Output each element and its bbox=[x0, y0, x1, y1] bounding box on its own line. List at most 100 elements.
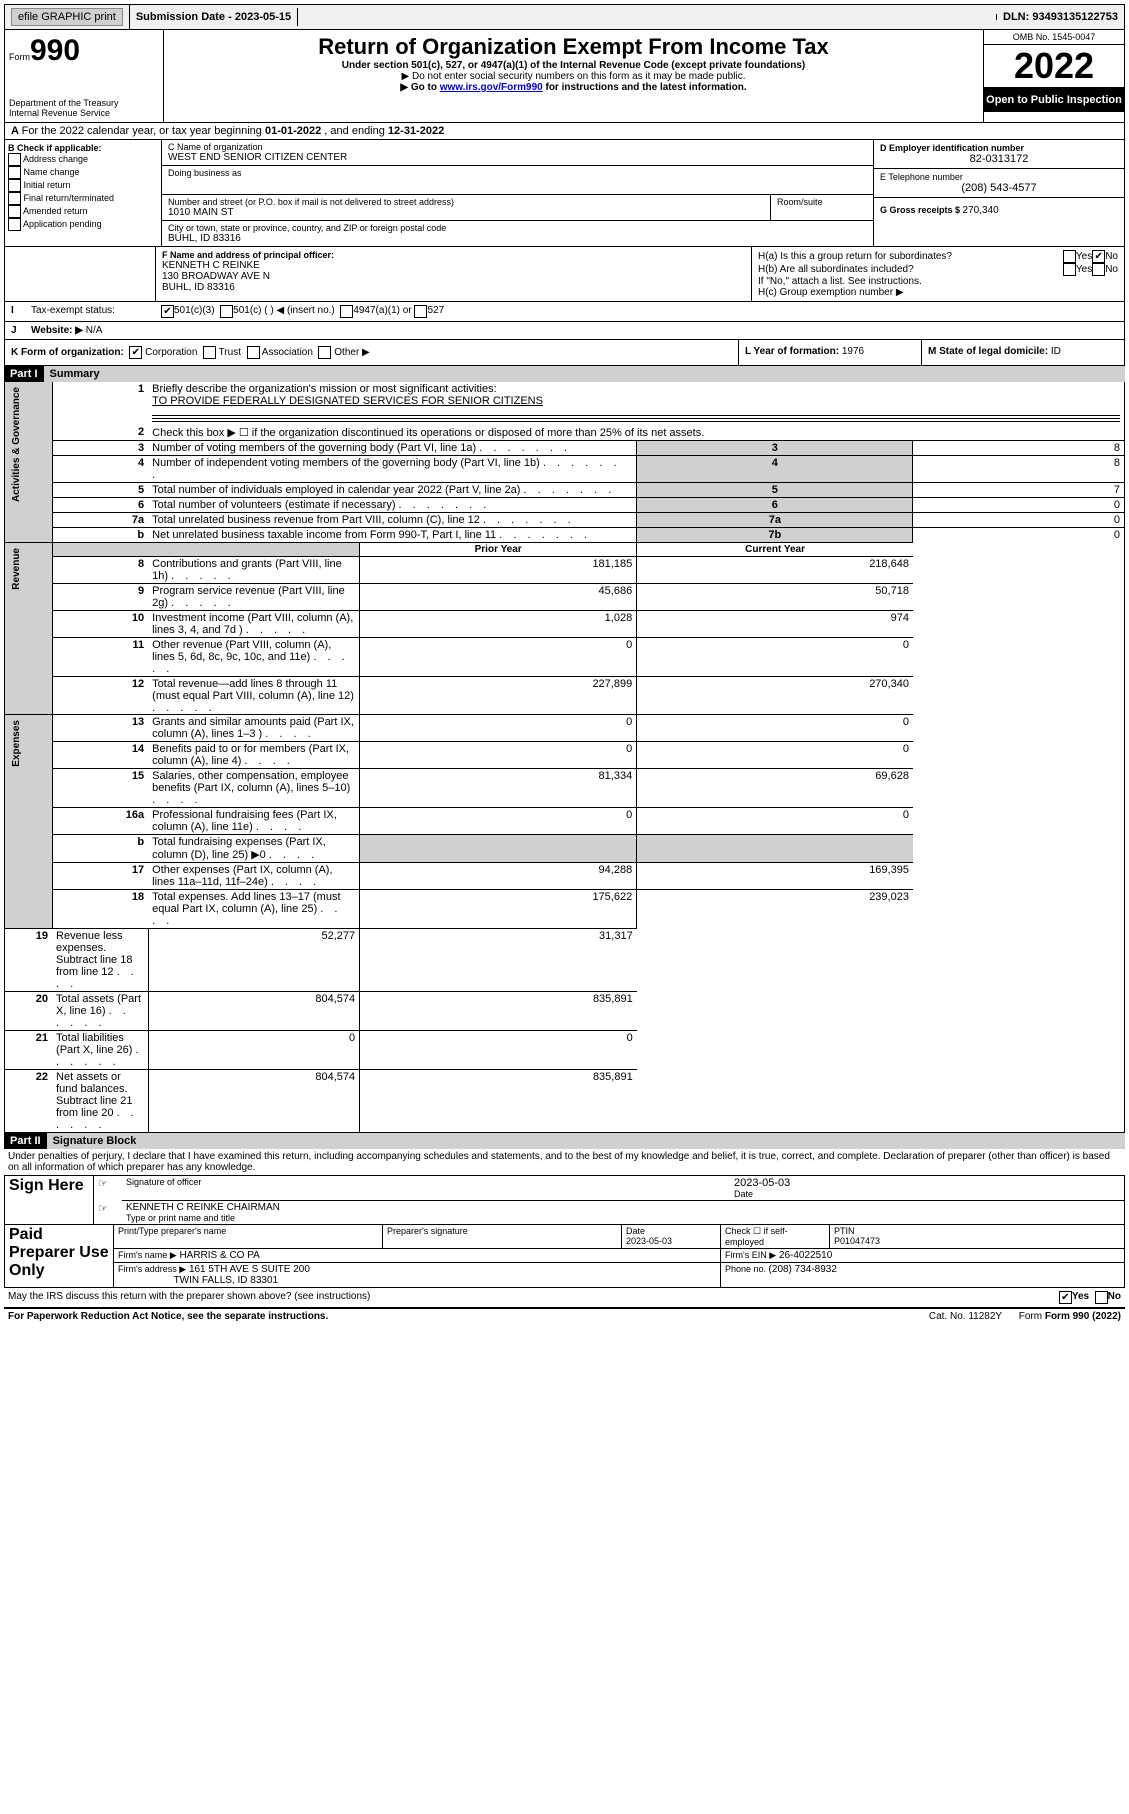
gov-row: 4Number of independent voting members of… bbox=[5, 456, 1125, 483]
ptin-label: PTIN bbox=[834, 1226, 855, 1236]
pending-label: Application pending bbox=[23, 219, 102, 229]
box-f-label: F Name and address of principal officer: bbox=[162, 250, 745, 260]
name-title-label: Type or print name and title bbox=[126, 1213, 1120, 1223]
ha-no-checkbox[interactable]: ✔ bbox=[1092, 250, 1105, 263]
domicile-state: ID bbox=[1051, 346, 1061, 357]
other-checkbox[interactable] bbox=[318, 346, 331, 359]
expense-row: 14Benefits paid to or for members (Part … bbox=[5, 742, 1125, 769]
corp-label: Corporation bbox=[145, 347, 197, 358]
officer-block: F Name and address of principal officer:… bbox=[4, 247, 1125, 302]
expense-row: 16aProfessional fundraising fees (Part I… bbox=[5, 808, 1125, 835]
hc-label: H(c) Group exemption number ▶ bbox=[758, 287, 1118, 298]
part1-header-row: Part I Summary bbox=[4, 366, 1125, 382]
city-state-zip: BUHL, ID 83316 bbox=[168, 233, 867, 244]
revenue-row: 9Program service revenue (Part VIII, lin… bbox=[5, 583, 1125, 610]
firm-addr-label: Firm's address ▶ bbox=[118, 1264, 186, 1274]
box-klm: K Form of organization: ✔ Corporation Tr… bbox=[4, 340, 1125, 366]
prior-year-header: Prior Year bbox=[360, 542, 637, 556]
sidebar-gov: Activities & Governance bbox=[9, 383, 24, 506]
corp-checkbox[interactable]: ✔ bbox=[129, 346, 142, 359]
line-a: A For the 2022 calendar year, or tax yea… bbox=[4, 123, 1125, 140]
assoc-label: Association bbox=[262, 347, 313, 358]
addr-change-checkbox[interactable] bbox=[8, 153, 21, 166]
officer-name-title: KENNETH C REINKE CHAIRMAN bbox=[126, 1202, 1120, 1213]
irs-link[interactable]: www.irs.gov/Form990 bbox=[440, 82, 543, 93]
dln-value: 93493135122753 bbox=[1032, 11, 1118, 23]
expense-row: 15Salaries, other compensation, employee… bbox=[5, 769, 1125, 808]
omb-number: OMB No. 1545-0047 bbox=[984, 30, 1124, 45]
expense-row: 18Total expenses. Add lines 13–17 (must … bbox=[5, 890, 1125, 929]
city-label: City or town, state or province, country… bbox=[168, 223, 867, 233]
527-checkbox[interactable] bbox=[414, 305, 427, 318]
ha-no: No bbox=[1105, 251, 1118, 262]
trust-checkbox[interactable] bbox=[203, 346, 216, 359]
phone: (208) 543-4577 bbox=[880, 182, 1118, 194]
discuss-yes: Yes bbox=[1072, 1291, 1089, 1304]
line1-label: Briefly describe the organization's miss… bbox=[152, 383, 496, 395]
prep-sig-col: Preparer's signature bbox=[383, 1225, 622, 1249]
tax-exempt-label: Tax-exempt status: bbox=[31, 305, 161, 318]
submission-date: 2023-05-15 bbox=[235, 11, 291, 23]
net-assets-row: 22Net assets or fund balances. Subtract … bbox=[5, 1070, 1125, 1133]
form-subtitle: Under section 501(c), 527, or 4947(a)(1)… bbox=[168, 60, 979, 71]
website-value: N/A bbox=[86, 325, 103, 336]
sign-here-label: Sign Here bbox=[5, 1176, 94, 1225]
name-change-checkbox[interactable] bbox=[8, 166, 21, 179]
box-g-label: G Gross receipts $ bbox=[880, 205, 963, 215]
firm-addr1: 161 5TH AVE S SUITE 200 bbox=[189, 1264, 310, 1275]
assoc-checkbox[interactable] bbox=[247, 346, 260, 359]
mission-text: TO PROVIDE FEDERALLY DESIGNATED SERVICES… bbox=[152, 395, 543, 407]
501c-label: 501(c) ( ) ◀ (insert no.) bbox=[233, 305, 335, 318]
initial-checkbox[interactable] bbox=[8, 179, 21, 192]
4947-label: 4947(a)(1) or bbox=[353, 305, 411, 318]
revenue-row: 10Investment income (Part VIII, column (… bbox=[5, 610, 1125, 637]
self-emp-label: Check ☐ if self-employed bbox=[721, 1225, 830, 1249]
expense-row: 19Revenue less expenses. Subtract line 1… bbox=[5, 929, 1125, 992]
discuss-no-checkbox[interactable] bbox=[1095, 1291, 1108, 1304]
form-990-label: 990 bbox=[30, 34, 80, 67]
firm-addr2: TWIN FALLS, ID 83301 bbox=[174, 1275, 279, 1286]
revenue-row: 12Total revenue—add lines 8 through 11 (… bbox=[5, 676, 1125, 715]
room-label: Room/suite bbox=[777, 197, 867, 207]
other-label: Other ▶ bbox=[334, 347, 369, 358]
discuss-row: May the IRS discuss this return with the… bbox=[4, 1288, 1125, 1309]
prep-name-col: Print/Type preparer's name bbox=[114, 1225, 383, 1249]
revenue-row: 8Contributions and grants (Part VIII, li… bbox=[5, 556, 1125, 583]
firm-phone-label: Phone no. bbox=[725, 1264, 769, 1274]
final-checkbox[interactable] bbox=[8, 192, 21, 205]
ha-yes: Yes bbox=[1076, 251, 1092, 262]
part1-table: Activities & Governance 1 Briefly descri… bbox=[4, 382, 1125, 1133]
penalty-text: Under penalties of perjury, I declare th… bbox=[4, 1149, 1125, 1175]
box-e-label: E Telephone number bbox=[880, 172, 1118, 182]
box-b-label: B Check if applicable: bbox=[8, 143, 158, 153]
4947-checkbox[interactable] bbox=[340, 305, 353, 318]
sign-date: 2023-05-03 bbox=[734, 1177, 1120, 1189]
ha-yes-checkbox[interactable] bbox=[1063, 250, 1076, 263]
final-label: Final return/terminated bbox=[24, 193, 115, 203]
firm-phone: (208) 734-8932 bbox=[769, 1264, 837, 1275]
sign-block: Sign Here ☞ Signature of officer 2023-05… bbox=[4, 1175, 1125, 1225]
501c3-checkbox[interactable]: ✔ bbox=[161, 305, 174, 318]
501c-checkbox[interactable] bbox=[220, 305, 233, 318]
form-prefix: Form bbox=[9, 52, 30, 62]
527-label: 527 bbox=[427, 305, 444, 318]
discuss-text: May the IRS discuss this return with the… bbox=[8, 1291, 1059, 1304]
firm-name-label: Firm's name ▶ bbox=[118, 1250, 177, 1260]
gross-receipts: 270,340 bbox=[963, 205, 999, 216]
efile-print-button[interactable]: efile GRAPHIC print bbox=[11, 8, 123, 26]
box-j: J Website: ▶ N/A bbox=[4, 322, 1125, 340]
box-d-label: D Employer identification number bbox=[880, 143, 1118, 153]
ptin: P01047473 bbox=[834, 1236, 880, 1246]
hb-yes-checkbox[interactable] bbox=[1063, 263, 1076, 276]
gov-row: 3Number of voting members of the governi… bbox=[5, 441, 1125, 456]
form-header: Form990 Department of the Treasury Inter… bbox=[4, 30, 1125, 123]
year-begin: 01-01-2022 bbox=[265, 125, 321, 137]
part2-header: Part II bbox=[4, 1133, 47, 1149]
amended-checkbox[interactable] bbox=[8, 205, 21, 218]
part2-header-row: Part II Signature Block bbox=[4, 1133, 1125, 1149]
box-c-label: C Name of organization bbox=[168, 142, 867, 152]
discuss-yes-checkbox[interactable]: ✔ bbox=[1059, 1291, 1072, 1304]
line-a-text: For the 2022 calendar year, or tax year … bbox=[22, 125, 265, 137]
hb-no-checkbox[interactable] bbox=[1092, 263, 1105, 276]
pending-checkbox[interactable] bbox=[8, 218, 21, 231]
